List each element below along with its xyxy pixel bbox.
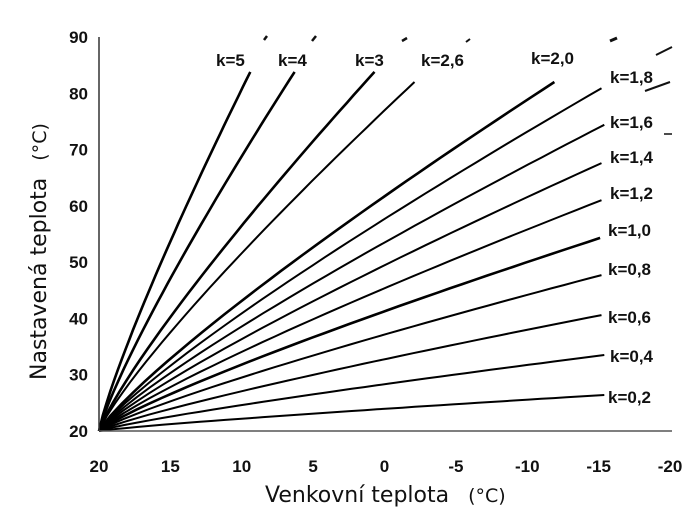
y-tick-label: 30 — [69, 366, 88, 385]
curve-label: k=1,6 — [610, 113, 653, 132]
x-tick-label: -20 — [658, 457, 683, 476]
curve-k-2-6 — [98, 81, 416, 432]
y-tick-label: 40 — [69, 309, 88, 328]
x-tick-labels: 20 15 10 5 0 -5 -10 -15 -20 — [90, 457, 683, 476]
x-tick-label: -5 — [448, 457, 463, 476]
curve-labels: k=5 k=4 k=3 k=2,6 k=2,0 k=1,8 k=1,6 k=1,4 k=1,2 k… — [216, 49, 654, 407]
curve-label: k=0,6 — [608, 308, 651, 327]
curve-k-1-0 — [98, 236, 601, 433]
y-axis-title: Nastavená teplota (°C) — [27, 123, 52, 380]
x-tick-label: -15 — [586, 457, 611, 476]
y-tick-label: 80 — [69, 84, 88, 103]
y-tick-label: 70 — [69, 141, 88, 160]
line-fragment — [609, 36, 618, 43]
curve-k-2-0 — [97, 80, 556, 432]
x-tick-label: 0 — [380, 457, 389, 476]
curve-k-0-4 — [98, 354, 605, 432]
line-fragment — [311, 35, 317, 42]
curve-label: k=4 — [278, 51, 307, 70]
curve-label: k=2,0 — [531, 49, 574, 68]
y-tick-label: 50 — [69, 253, 88, 272]
curve-label: k=0,4 — [610, 347, 654, 366]
curve-label: k=1,4 — [610, 148, 654, 167]
y-tick-label: 60 — [69, 197, 88, 216]
curve-k-0-2 — [98, 394, 605, 432]
curve-label: k=2,6 — [421, 51, 464, 70]
line-fragment — [401, 36, 408, 43]
curve-k-5 — [97, 71, 252, 432]
line-fragment — [263, 35, 268, 41]
curve-k-0-6 — [98, 314, 602, 432]
x-tick-label: 5 — [308, 457, 317, 476]
curve-label: k=1,2 — [610, 184, 653, 203]
curve-k-1-8 — [98, 87, 603, 432]
curve-label: k=0,2 — [608, 388, 651, 407]
curve-label: k=1,0 — [608, 221, 651, 240]
curve-label: k=3 — [355, 51, 384, 70]
line-fragment — [644, 81, 671, 92]
curves-group — [97, 71, 605, 433]
curve-k-4 — [97, 71, 296, 432]
curve-k-1-6 — [98, 123, 605, 432]
line-fragment — [465, 38, 471, 43]
curve-label: k=5 — [216, 51, 245, 70]
curve-k-1-4 — [98, 162, 602, 432]
curve-k-3 — [97, 71, 376, 432]
top-fragments — [263, 35, 673, 135]
y-tick-labels: 20 30 40 50 60 70 80 90 — [69, 28, 88, 441]
x-tick-label: 20 — [90, 457, 109, 476]
x-tick-label: 15 — [161, 457, 180, 476]
x-axis-title: Venkovní teplota (°C) — [265, 483, 506, 508]
line-fragment — [655, 46, 673, 56]
curve-k-0-8 — [98, 274, 602, 432]
curve-k-1-2 — [98, 199, 602, 432]
x-tick-label: -10 — [515, 457, 540, 476]
y-tick-label: 20 — [69, 422, 88, 441]
y-tick-label: 90 — [69, 28, 88, 47]
curve-label: k=0,8 — [608, 260, 651, 279]
x-tick-label: 10 — [232, 457, 251, 476]
curve-label: k=1,8 — [610, 68, 653, 87]
